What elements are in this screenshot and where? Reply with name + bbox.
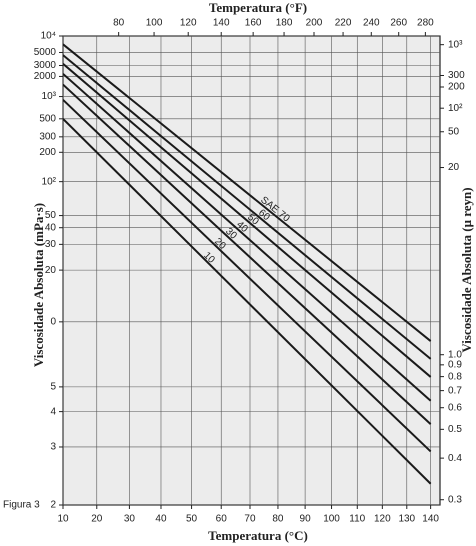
x2-tick-label: 120: [180, 18, 197, 29]
y-tick-label: 200: [39, 147, 56, 158]
figure-label: Figura 3: [3, 500, 40, 511]
x2-tick-label: 260: [390, 18, 407, 29]
sae-line: [63, 43, 432, 342]
x2-tick-label: 180: [276, 18, 293, 29]
y2-tick-label: 0.6: [448, 402, 462, 413]
y-tick-label: 10⁴: [41, 31, 56, 42]
y2-tick-label: 0.4: [448, 453, 462, 464]
x-tick-label: 120: [374, 514, 391, 525]
y-tick-label: 30: [45, 239, 57, 250]
x-tick-label: 80: [272, 514, 284, 525]
x2-tick-label: 80: [113, 18, 125, 29]
plot-area: [62, 35, 441, 506]
x-tick-label: 60: [216, 514, 228, 525]
sae-line: [63, 83, 432, 425]
x2-tick-label: 140: [213, 18, 230, 29]
y2-tick-label: 20: [448, 162, 460, 173]
y-tick-label: 2: [50, 500, 56, 511]
lines: [63, 43, 432, 485]
y2-tick-label: 0.9: [448, 359, 462, 370]
y-tick-label: 2000: [34, 71, 57, 82]
y-tick-label: 3000: [34, 60, 57, 71]
y-tick-label: 10³: [42, 91, 57, 102]
x2-tick-label: 160: [245, 18, 262, 29]
x2-tick-label: 200: [306, 18, 323, 29]
y2-tick-label: 0.7: [448, 385, 462, 396]
y-tick-label: 500: [39, 113, 56, 124]
x-tick-label: 110: [349, 514, 365, 525]
y2-tick-label: 1.0: [448, 349, 462, 360]
y-tick-label: 4: [50, 406, 56, 417]
y2-tick-label: 50: [448, 126, 460, 137]
x-tick-label: 30: [124, 514, 136, 525]
x-tick-label: 140: [422, 514, 439, 525]
y-tick-label: 50: [45, 210, 57, 221]
x-tick-label: 40: [155, 514, 167, 525]
y2-tick-label: 200: [448, 82, 465, 93]
y-tick-label: 3: [50, 442, 56, 453]
y2-tick-label: 300: [448, 70, 465, 81]
x2-tick-label: 100: [146, 18, 163, 29]
x-tick-label: 10: [57, 514, 69, 525]
y-tick-label: 5000: [34, 47, 57, 58]
y2-tick-label: 10³: [448, 39, 463, 50]
x2-tick-label: 220: [335, 18, 352, 29]
x-tick-label: 130: [398, 514, 415, 525]
sae-line: [63, 73, 432, 402]
sae-line: [63, 118, 432, 485]
y-tick-label: 10²: [42, 176, 57, 187]
y-tick-label: 0: [50, 316, 56, 327]
x2-tick-label: 240: [363, 18, 380, 29]
y2-tick-label: 0.8: [448, 371, 462, 382]
y2-tick-label: 10²: [448, 103, 463, 114]
x2-tick-label: 280: [417, 18, 434, 29]
y2-tick-label: 0.3: [448, 494, 462, 505]
y-tick-label: 40: [45, 222, 57, 233]
x-tick-label: 20: [91, 514, 103, 525]
sae-line: [63, 63, 432, 378]
y-tick-label: 5: [50, 382, 56, 393]
sae-line: [63, 54, 432, 360]
y2-tick-label: 0.5: [448, 424, 462, 435]
grid: [62, 35, 440, 506]
y-tick-label: 300: [39, 131, 56, 142]
x-tick-label: 100: [323, 514, 340, 525]
y-tick-label: 20: [45, 265, 57, 276]
x2-title: Temperatura (°F): [209, 0, 307, 15]
x-tick-label: 50: [186, 514, 198, 525]
y-title: Viscosidade Absoluta (mPa·s): [31, 203, 46, 367]
x-tick-label: 90: [300, 514, 312, 525]
x-tick-label: 70: [244, 514, 256, 525]
sae-line: [63, 99, 432, 453]
y2-title: Viscosidade Absoluta (μ reyn): [459, 187, 474, 352]
x-title: Temperatura (°C): [208, 528, 308, 543]
